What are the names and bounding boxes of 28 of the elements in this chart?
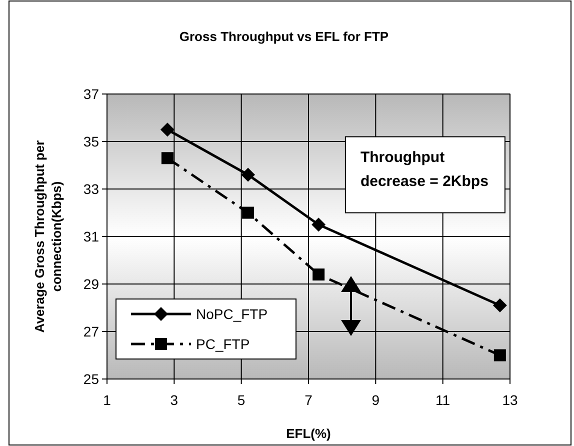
point: [494, 349, 506, 362]
annotation: Throughput decrease = 2Kbps: [360, 148, 488, 190]
y-tick-label: 37: [83, 86, 100, 102]
point: [160, 122, 174, 137]
point: [492, 298, 507, 312]
point: [312, 218, 326, 232]
point: [161, 152, 174, 164]
legend-label: PC_FTP: [196, 336, 250, 352]
y-tick-label: 27: [83, 324, 100, 340]
y-tick-label: 35: [83, 134, 100, 150]
point: [242, 206, 254, 219]
x-tick-label: 7: [304, 392, 313, 408]
x-axis-title: EFL(%): [286, 426, 331, 441]
x-tick-label: 9: [372, 392, 380, 408]
x-tick-label: 3: [170, 392, 178, 408]
point: [312, 268, 325, 280]
y-tick-label: 31: [83, 228, 100, 244]
y-tick-label: 33: [83, 181, 100, 197]
legend-label: NoPC_FTP: [196, 306, 268, 322]
x-tick-label: 11: [436, 392, 450, 408]
x-tick-label: 5: [237, 392, 246, 408]
x-tick-label: 13: [502, 392, 518, 408]
point: [241, 168, 256, 182]
y-tick-label: 29: [83, 276, 100, 292]
y-tick-label: 25: [83, 371, 100, 387]
y-axis-title: Average Gross Throughput per connection(Kbps): [32, 140, 64, 333]
chart-title: Gross Throughput vs EFL for FTP: [179, 29, 389, 44]
x-tick-label: 1: [103, 392, 112, 408]
